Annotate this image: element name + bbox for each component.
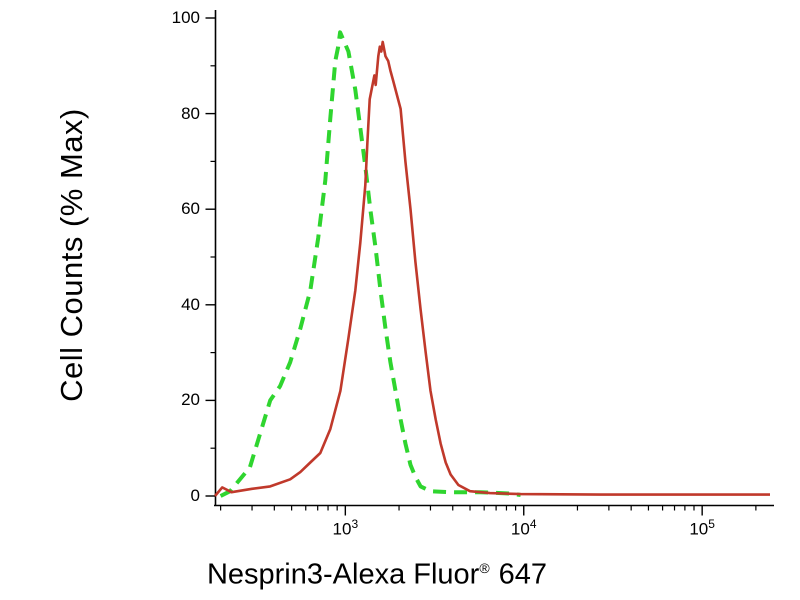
series-line-1 — [214, 40, 770, 497]
series-line-0 — [219, 30, 521, 498]
x-axis-title-text: Nesprin3-Alexa Fluor — [206, 558, 480, 591]
registered-trademark-symbol: ® — [479, 559, 490, 576]
x-axis-title-suffix: 647 — [498, 558, 548, 591]
x-axis-title: Nesprin3-Alexa Fluor® 647 — [207, 559, 547, 592]
y-axis-title: Cell Counts (% Max) — [54, 108, 89, 402]
